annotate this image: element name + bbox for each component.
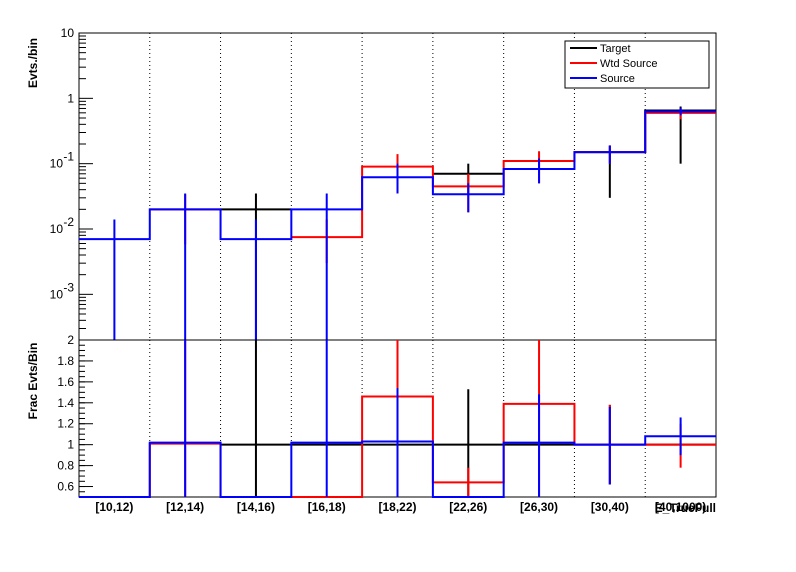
bottom-y-axis-title: Frac Evts/Bin bbox=[26, 343, 40, 420]
bottom-y-tick-label: 1.8 bbox=[57, 354, 74, 368]
top-y-tick-exponent: -2 bbox=[63, 215, 74, 229]
x-category-label: [26,30) bbox=[520, 500, 558, 514]
top-y-tick-exponent: -3 bbox=[63, 280, 74, 294]
bottom-y-tick-label: 0.8 bbox=[57, 459, 74, 473]
legend: Target Wtd Source Source bbox=[564, 40, 710, 89]
top-y-tick-label: 10 bbox=[50, 222, 64, 236]
bottom-panel: 0.6 0.8 1 1.2 1.4 1.6 1.8 2 [10,12) [12,14) [14,16… bbox=[57, 333, 717, 514]
bottom-y-tick-label: 1.4 bbox=[57, 396, 74, 410]
legend-label-wtd-source: Wtd Source bbox=[600, 58, 657, 70]
x-axis-title: E_TrueFull bbox=[655, 501, 716, 515]
bottom-y-tick-label: 1 bbox=[67, 438, 74, 452]
legend-label-source: Source bbox=[600, 73, 635, 85]
x-category-label: [16,18) bbox=[308, 500, 346, 514]
top-y-tick-label: 1 bbox=[67, 91, 74, 105]
bottom-y-tick-label: 1.2 bbox=[57, 417, 74, 431]
x-category-label: [30,40) bbox=[591, 500, 629, 514]
x-category-label: [40,1000) bbox=[655, 500, 706, 514]
x-category-label: [10,12) bbox=[95, 500, 133, 514]
top-y-tick-label: 10 bbox=[61, 26, 75, 40]
bottom-y-tick-label: 0.6 bbox=[57, 480, 74, 494]
x-category-label: [22,26) bbox=[449, 500, 487, 514]
top-y-tick-label: 10 bbox=[50, 157, 64, 171]
x-category-label: [12,14) bbox=[166, 500, 204, 514]
top-y-tick-label: 10 bbox=[50, 287, 64, 301]
legend-label-target: Target bbox=[600, 43, 631, 55]
top-y-axis-title: Evts./bin bbox=[26, 38, 40, 88]
bottom-y-tick-label: 1.6 bbox=[57, 375, 74, 389]
top-y-tick-exponent: -1 bbox=[63, 150, 74, 164]
bottom-y-tick-label: 2 bbox=[67, 333, 74, 347]
x-category-label: [18,22) bbox=[378, 500, 416, 514]
x-category-label: [14,16) bbox=[237, 500, 275, 514]
